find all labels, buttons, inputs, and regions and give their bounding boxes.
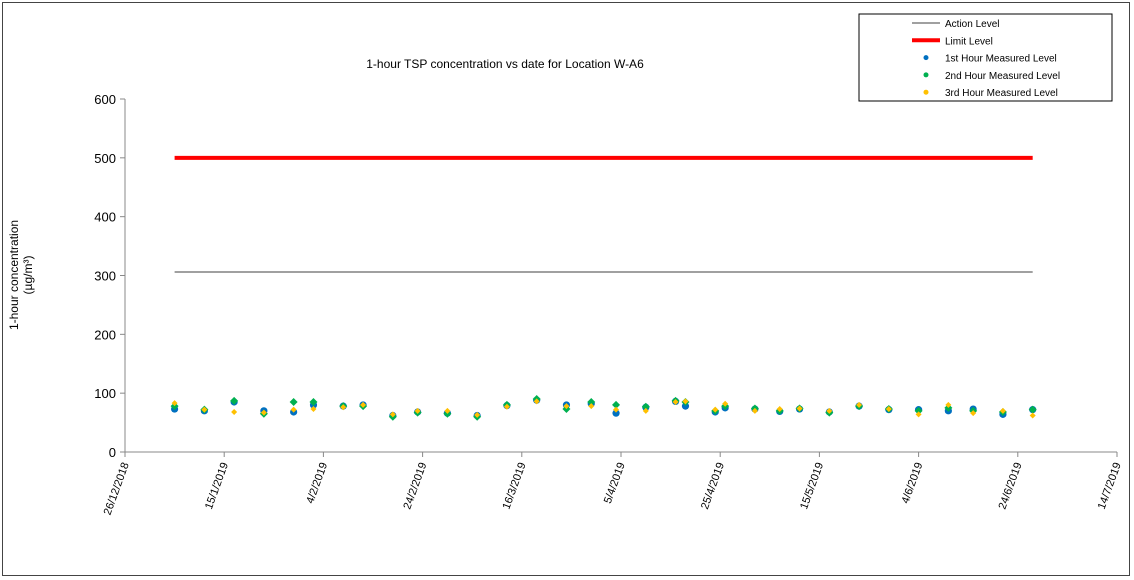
point-3rd-hour (171, 400, 178, 407)
point-1st-hour (681, 402, 690, 410)
point-3rd-hour (563, 403, 570, 410)
point-3rd-hour (722, 400, 729, 407)
point-3rd-hour (856, 401, 863, 408)
point-3rd-hour (310, 406, 317, 413)
point-2nd-hour (612, 400, 621, 409)
point-3rd-hour (915, 411, 922, 418)
x-tick-label: 4/2/2019 (304, 461, 330, 505)
point-3rd-hour (588, 403, 595, 410)
y-tick-label: 0 (109, 445, 116, 460)
y-axis-label: 1-hour concentration (7, 220, 21, 330)
point-3rd-hour (999, 407, 1006, 414)
point-3rd-hour (751, 407, 758, 414)
point-2nd-hour (1028, 405, 1037, 414)
x-tick-label: 15/5/2019 (798, 461, 826, 511)
x-tick-label: 26/12/2018 (102, 461, 132, 517)
x-tick-label: 5/4/2019 (602, 461, 628, 505)
point-3rd-hour (642, 407, 649, 414)
point-3rd-hour (712, 406, 719, 413)
point-3rd-hour (885, 406, 892, 413)
point-2nd-hour (230, 396, 239, 405)
point-3rd-hour (231, 408, 238, 415)
y-tick-label: 400 (94, 210, 116, 225)
point-3rd-hour (414, 407, 421, 414)
legend-label: Action Level (945, 19, 999, 30)
point-3rd-hour (682, 398, 689, 405)
point-2nd-hour (587, 397, 596, 406)
legend-swatch (923, 89, 929, 95)
point-3rd-hour (945, 401, 952, 408)
y-tick-label: 500 (94, 151, 116, 166)
legend-label: Limit Level (945, 36, 993, 47)
point-2nd-hour (309, 397, 318, 406)
point-3rd-hour (1029, 412, 1036, 419)
point-3rd-hour (389, 411, 396, 418)
x-tick-label: 16/3/2019 (501, 461, 529, 511)
point-2nd-hour (641, 402, 650, 411)
legend: Action Level Limit Level 1st Hour Measured… (858, 13, 1113, 102)
point-3rd-hour (340, 404, 347, 411)
point-3rd-hour (672, 398, 679, 405)
legend-swatch (923, 55, 929, 61)
point-2nd-hour (289, 397, 298, 406)
point-3rd-hour (290, 406, 297, 413)
point-3rd-hour (613, 406, 620, 413)
x-tick-label: 24/2/2019 (401, 461, 429, 511)
x-tick-label: 4/6/2019 (899, 461, 925, 505)
point-3rd-hour (826, 407, 833, 414)
point-3rd-hour (474, 411, 481, 418)
legend-label: 3rd Hour Measured Level (945, 88, 1058, 99)
legend-label: 1st Hour Measured Level (945, 54, 1057, 65)
x-tick-label: 14/7/2019 (1096, 461, 1124, 511)
point-2nd-hour (914, 406, 923, 415)
chart-title: 1-hour TSP concentration vs date for Loc… (366, 57, 644, 71)
point-3rd-hour (970, 410, 977, 417)
point-3rd-hour (201, 406, 208, 413)
point-3rd-hour (260, 409, 267, 416)
x-tick-label: 25/4/2019 (699, 461, 727, 511)
y-tick-label: 100 (94, 386, 116, 401)
point-3rd-hour (503, 403, 510, 410)
legend-label: 2nd Hour Measured Level (945, 71, 1060, 82)
y-axis-unit: (µg/m³) (21, 256, 35, 295)
y-tick-label: 200 (94, 327, 116, 342)
point-3rd-hour (360, 401, 367, 408)
point-1st-hour (612, 409, 620, 417)
x-tick-label: 15/1/2019 (203, 461, 231, 511)
point-3rd-hour (776, 406, 783, 413)
x-tick-label: 24/6/2019 (997, 461, 1025, 511)
y-tick-label: 600 (94, 92, 116, 107)
point-3rd-hour (796, 405, 803, 412)
point-3rd-hour (533, 398, 540, 405)
point-3rd-hour (444, 407, 451, 414)
legend-swatch (923, 72, 929, 78)
y-tick-label: 300 (94, 269, 116, 284)
